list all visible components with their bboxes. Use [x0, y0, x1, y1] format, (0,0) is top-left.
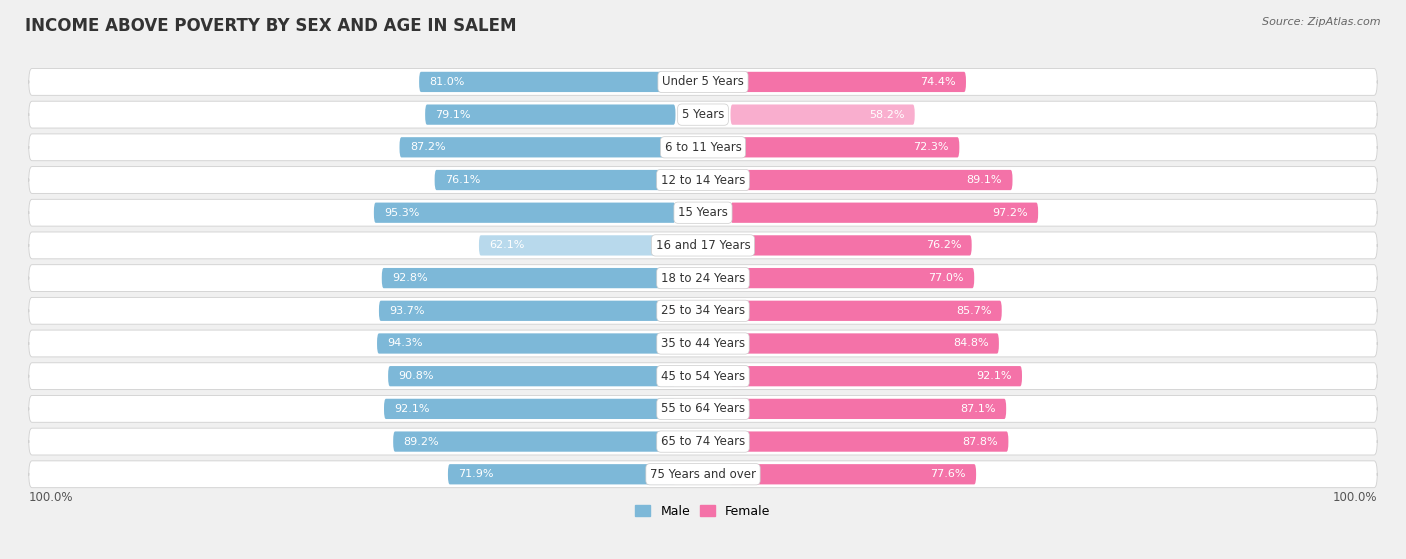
FancyBboxPatch shape: [731, 170, 1012, 190]
FancyBboxPatch shape: [28, 265, 1378, 291]
FancyBboxPatch shape: [388, 366, 675, 386]
FancyBboxPatch shape: [384, 399, 675, 419]
Text: 76.1%: 76.1%: [444, 175, 481, 185]
FancyBboxPatch shape: [377, 333, 675, 354]
FancyBboxPatch shape: [28, 232, 1378, 259]
FancyBboxPatch shape: [731, 301, 1001, 321]
Text: 62.1%: 62.1%: [489, 240, 524, 250]
FancyBboxPatch shape: [380, 301, 675, 321]
Text: 94.3%: 94.3%: [388, 339, 423, 348]
FancyBboxPatch shape: [425, 105, 675, 125]
Text: 6 to 11 Years: 6 to 11 Years: [665, 141, 741, 154]
FancyBboxPatch shape: [28, 428, 1378, 455]
FancyBboxPatch shape: [434, 170, 675, 190]
Text: 58.2%: 58.2%: [869, 110, 904, 120]
Text: 89.1%: 89.1%: [967, 175, 1002, 185]
Text: 15 Years: 15 Years: [678, 206, 728, 219]
Text: Under 5 Years: Under 5 Years: [662, 75, 744, 88]
Text: 75 Years and over: 75 Years and over: [650, 468, 756, 481]
FancyBboxPatch shape: [28, 363, 1378, 390]
FancyBboxPatch shape: [382, 268, 675, 288]
Text: 16 and 17 Years: 16 and 17 Years: [655, 239, 751, 252]
FancyBboxPatch shape: [394, 432, 675, 452]
Text: 92.1%: 92.1%: [976, 371, 1012, 381]
FancyBboxPatch shape: [399, 137, 675, 158]
FancyBboxPatch shape: [28, 134, 1378, 161]
Text: 87.1%: 87.1%: [960, 404, 995, 414]
FancyBboxPatch shape: [731, 268, 974, 288]
FancyBboxPatch shape: [479, 235, 675, 255]
FancyBboxPatch shape: [419, 72, 675, 92]
FancyBboxPatch shape: [731, 235, 972, 255]
FancyBboxPatch shape: [374, 202, 675, 223]
FancyBboxPatch shape: [731, 202, 1038, 223]
Text: Source: ZipAtlas.com: Source: ZipAtlas.com: [1263, 17, 1381, 27]
FancyBboxPatch shape: [731, 464, 976, 485]
Text: INCOME ABOVE POVERTY BY SEX AND AGE IN SALEM: INCOME ABOVE POVERTY BY SEX AND AGE IN S…: [25, 17, 517, 35]
Text: 84.8%: 84.8%: [953, 339, 988, 348]
FancyBboxPatch shape: [28, 101, 1378, 128]
FancyBboxPatch shape: [731, 366, 1022, 386]
Text: 81.0%: 81.0%: [429, 77, 465, 87]
FancyBboxPatch shape: [731, 432, 1008, 452]
Text: 74.4%: 74.4%: [920, 77, 956, 87]
Text: 92.8%: 92.8%: [392, 273, 427, 283]
Text: 89.2%: 89.2%: [404, 437, 439, 447]
Text: 79.1%: 79.1%: [436, 110, 471, 120]
FancyBboxPatch shape: [731, 105, 915, 125]
FancyBboxPatch shape: [28, 200, 1378, 226]
Text: 92.1%: 92.1%: [394, 404, 430, 414]
Text: 12 to 14 Years: 12 to 14 Years: [661, 173, 745, 187]
Text: 65 to 74 Years: 65 to 74 Years: [661, 435, 745, 448]
Text: 97.2%: 97.2%: [993, 208, 1028, 217]
Text: 55 to 64 Years: 55 to 64 Years: [661, 402, 745, 415]
Text: 100.0%: 100.0%: [1333, 491, 1378, 504]
Legend: Male, Female: Male, Female: [630, 500, 776, 523]
Text: 87.8%: 87.8%: [963, 437, 998, 447]
FancyBboxPatch shape: [28, 297, 1378, 324]
Text: 100.0%: 100.0%: [28, 491, 73, 504]
Text: 18 to 24 Years: 18 to 24 Years: [661, 272, 745, 285]
FancyBboxPatch shape: [28, 69, 1378, 96]
Text: 95.3%: 95.3%: [384, 208, 419, 217]
Text: 77.0%: 77.0%: [928, 273, 965, 283]
FancyBboxPatch shape: [28, 167, 1378, 193]
Text: 5 Years: 5 Years: [682, 108, 724, 121]
Text: 93.7%: 93.7%: [389, 306, 425, 316]
Text: 35 to 44 Years: 35 to 44 Years: [661, 337, 745, 350]
Text: 25 to 34 Years: 25 to 34 Years: [661, 304, 745, 318]
FancyBboxPatch shape: [28, 330, 1378, 357]
FancyBboxPatch shape: [731, 137, 959, 158]
Text: 85.7%: 85.7%: [956, 306, 991, 316]
Text: 90.8%: 90.8%: [398, 371, 434, 381]
FancyBboxPatch shape: [731, 399, 1007, 419]
FancyBboxPatch shape: [731, 72, 966, 92]
Text: 76.2%: 76.2%: [927, 240, 962, 250]
Text: 71.9%: 71.9%: [458, 469, 494, 479]
FancyBboxPatch shape: [731, 333, 998, 354]
Text: 87.2%: 87.2%: [409, 143, 446, 152]
FancyBboxPatch shape: [449, 464, 675, 485]
Text: 72.3%: 72.3%: [914, 143, 949, 152]
FancyBboxPatch shape: [28, 395, 1378, 422]
Text: 45 to 54 Years: 45 to 54 Years: [661, 369, 745, 383]
FancyBboxPatch shape: [28, 461, 1378, 487]
Text: 77.6%: 77.6%: [931, 469, 966, 479]
